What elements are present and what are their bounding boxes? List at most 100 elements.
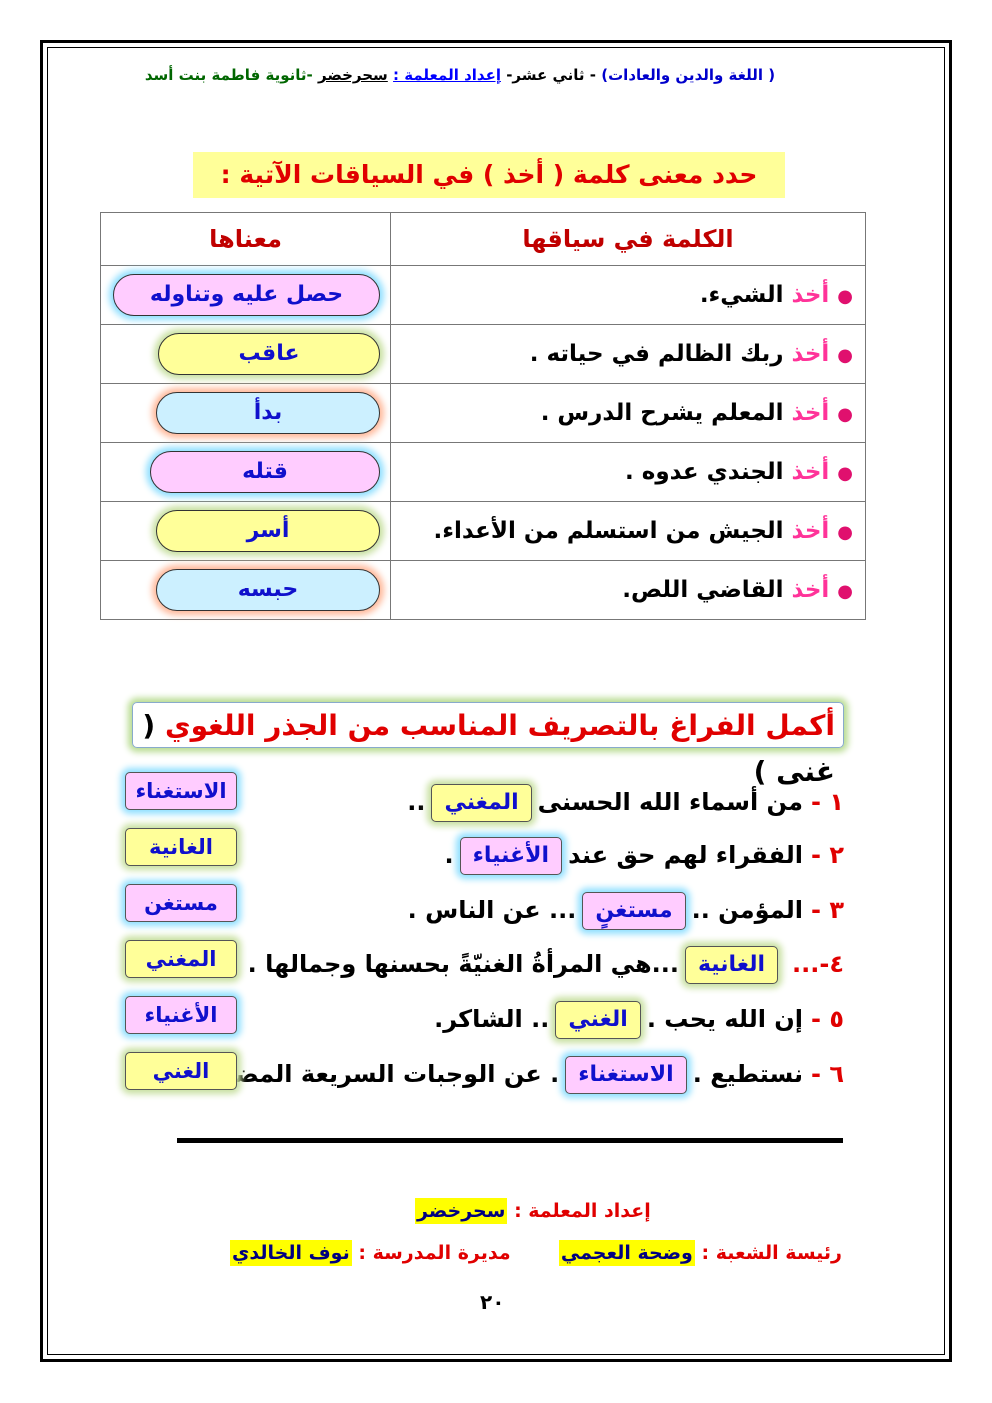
item-number: ٤-... bbox=[792, 950, 844, 978]
item-answer: المغني bbox=[431, 784, 532, 822]
footer-head: رئيسة الشعبة : وضحة العجمي bbox=[558, 1240, 843, 1266]
keyword: أخذ bbox=[791, 577, 830, 603]
section1-title: حدد معنى كلمة ( أخذ ) في السياقات الآتية… bbox=[193, 152, 785, 198]
word-bank-item: الاستغناء bbox=[125, 772, 237, 810]
fill-blank-item: ٤-... الغانية...هي المرأةُ الغنيّةً بحسنه… bbox=[248, 942, 844, 986]
meaning-cell: أسر bbox=[100, 501, 391, 561]
col-context-header: الكلمة في سياقها bbox=[390, 212, 866, 266]
table-row: ● أخذ الجيش من استسلم من الأعداء. أسر bbox=[100, 501, 866, 561]
fill-blank-item: ٦ -نستطيع .الاستغناء. عن الوجبات السريعة… bbox=[197, 1052, 844, 1096]
header-grade: - ثاني عشر- bbox=[506, 66, 597, 84]
item-text-after: ... عن الناس . bbox=[407, 896, 577, 924]
page-border-outer bbox=[40, 40, 952, 1362]
keyword: أخذ bbox=[791, 400, 830, 426]
item-answer: مستغنٍ bbox=[582, 892, 686, 930]
footer-principal-label: مديرة المدرسة : bbox=[358, 1242, 511, 1264]
fill-blank-item: ٥ -إن الله يحب .الغني.. الشاكر. bbox=[434, 997, 844, 1041]
meaning-table: الكلمة في سياقها معناها ● أخذ الشيء. حصل … bbox=[100, 212, 866, 620]
keyword: أخذ bbox=[791, 518, 830, 544]
context-text: الشيء. bbox=[699, 282, 784, 308]
bullet-icon: ● bbox=[837, 404, 853, 425]
section2-title-text: أكمل الفراغ بالتصريف المناسب من الجذر ال… bbox=[164, 709, 835, 742]
context-text: الجندي عدوه . bbox=[625, 459, 784, 485]
item-number: ٣ - bbox=[811, 896, 844, 924]
context-cell: ● أخذ المعلم يشرح الدرس . bbox=[390, 383, 866, 443]
context-cell: ● أخذ ربك الظالم في حياته . bbox=[390, 324, 866, 384]
keyword: أخذ bbox=[791, 282, 830, 308]
context-text: ربك الظالم في حياته . bbox=[529, 341, 784, 367]
item-number: ١ - bbox=[811, 788, 844, 816]
header-prepared-label: إعداد المعلمة : bbox=[393, 66, 501, 84]
footer-principal: مديرة المدرسة : نوف الخالدي bbox=[230, 1240, 511, 1266]
table-row: ● أخذ الشيء. حصل عليه وتناوله bbox=[100, 265, 866, 325]
context-cell: ● أخذ الجيش من استسلم من الأعداء. bbox=[390, 501, 866, 561]
footer-prepared: إعداد المعلمة : سحرخضر bbox=[415, 1198, 651, 1224]
bullet-icon: ● bbox=[837, 463, 853, 484]
item-number: ٦ - bbox=[811, 1060, 844, 1088]
meaning-cell: عاقب bbox=[100, 324, 391, 384]
meaning-cell: قتله bbox=[100, 442, 391, 502]
item-answer: الغني bbox=[555, 1001, 641, 1039]
item-text-after: .. bbox=[407, 788, 426, 816]
context-text: القاضي اللص. bbox=[622, 577, 784, 603]
footer-prepared-name: سحرخضر bbox=[415, 1198, 508, 1224]
item-text-after: . عن الوجبات السريعة المضرة. bbox=[197, 1060, 560, 1088]
word-bank-item: الغانية bbox=[125, 828, 237, 866]
divider-line bbox=[177, 1138, 843, 1143]
keyword: أخذ bbox=[791, 341, 830, 367]
table-header-row: الكلمة في سياقها معناها bbox=[100, 212, 866, 266]
item-text-after: .. الشاكر. bbox=[434, 1005, 550, 1033]
section2-title: أكمل الفراغ بالتصريف المناسب من الجذر ال… bbox=[132, 702, 844, 788]
item-answer: الاستغناء bbox=[565, 1056, 687, 1094]
bullet-icon: ● bbox=[837, 286, 853, 307]
meaning-answer: أسر bbox=[156, 510, 380, 552]
item-text-before: نستطيع . bbox=[692, 1060, 804, 1088]
item-text-after: ...هي المرأةُ الغنيّةً بحسنها وجمالها . bbox=[247, 950, 679, 978]
meaning-answer: حبسه bbox=[156, 569, 380, 611]
word-bank-item: الغني bbox=[125, 1052, 237, 1090]
item-answer: الغانية bbox=[684, 946, 779, 984]
item-text-before: الفقراء لهم حق عند bbox=[568, 841, 804, 869]
fill-blank-item: ٣ -المؤمن ..مستغنٍ... عن الناس . bbox=[408, 888, 844, 932]
table-row: ● أخذ القاضي اللص. حبسه bbox=[100, 560, 866, 620]
meaning-cell: حبسه bbox=[100, 560, 391, 620]
page-header: ( اللغة والدين والعادات) - ثاني عشر- إعد… bbox=[140, 66, 780, 84]
footer-prepared-label: إعداد المعلمة : bbox=[514, 1200, 651, 1222]
meaning-cell: حصل عليه وتناوله bbox=[100, 265, 391, 325]
item-text-before: من أسماء الله الحسنى bbox=[537, 788, 804, 816]
footer-head-label: رئيسة الشعبة : bbox=[701, 1242, 843, 1264]
item-answer: الأغنياء bbox=[459, 837, 563, 875]
item-text-before: إن الله يحب . bbox=[646, 1005, 804, 1033]
footer-head-name: وضحة العجمي bbox=[558, 1240, 695, 1266]
fill-blank-item: ١ -من أسماء الله الحسنىالمغني.. bbox=[407, 780, 844, 824]
context-cell: ● أخذ القاضي اللص. bbox=[390, 560, 866, 620]
word-bank-item: المغني bbox=[125, 940, 237, 978]
word-bank-item: الأغنياء bbox=[125, 996, 237, 1034]
meaning-answer: بدأ bbox=[156, 392, 380, 434]
context-text: المعلم يشرح الدرس . bbox=[540, 400, 784, 426]
table-row: ● أخذ ربك الظالم في حياته . عاقب bbox=[100, 324, 866, 384]
page-border-inner bbox=[47, 47, 945, 1355]
bullet-icon: ● bbox=[837, 522, 853, 543]
keyword: أخذ bbox=[791, 459, 830, 485]
bullet-icon: ● bbox=[837, 581, 853, 602]
bullet-icon: ● bbox=[837, 345, 853, 366]
item-text-after: . bbox=[444, 841, 454, 869]
page-number: ٢٠ bbox=[480, 1290, 505, 1314]
word-bank-item: مستغن bbox=[125, 884, 237, 922]
meaning-answer: قتله bbox=[150, 451, 380, 493]
item-text-before: المؤمن .. bbox=[691, 896, 804, 924]
meaning-answer: عاقب bbox=[158, 333, 380, 375]
item-number: ٢ - bbox=[811, 841, 844, 869]
section2-root: ( غنى ) bbox=[142, 709, 835, 788]
col-meaning-header: معناها bbox=[100, 212, 391, 266]
header-subject: ( اللغة والدين والعادات) bbox=[601, 66, 776, 84]
fill-blank-item: ٢ -الفقراء لهم حق عندالأغنياء. bbox=[445, 833, 844, 877]
context-cell: ● أخذ الجندي عدوه . bbox=[390, 442, 866, 502]
item-number: ٥ - bbox=[811, 1005, 844, 1033]
table-row: ● أخذ الجندي عدوه . قتله bbox=[100, 442, 866, 502]
meaning-cell: بدأ bbox=[100, 383, 391, 443]
header-school: -ثانوية فاطمة بنت أسد bbox=[144, 66, 313, 84]
footer-principal-name: نوف الخالدي bbox=[230, 1240, 352, 1266]
context-text: الجيش من استسلم من الأعداء. bbox=[433, 518, 784, 544]
